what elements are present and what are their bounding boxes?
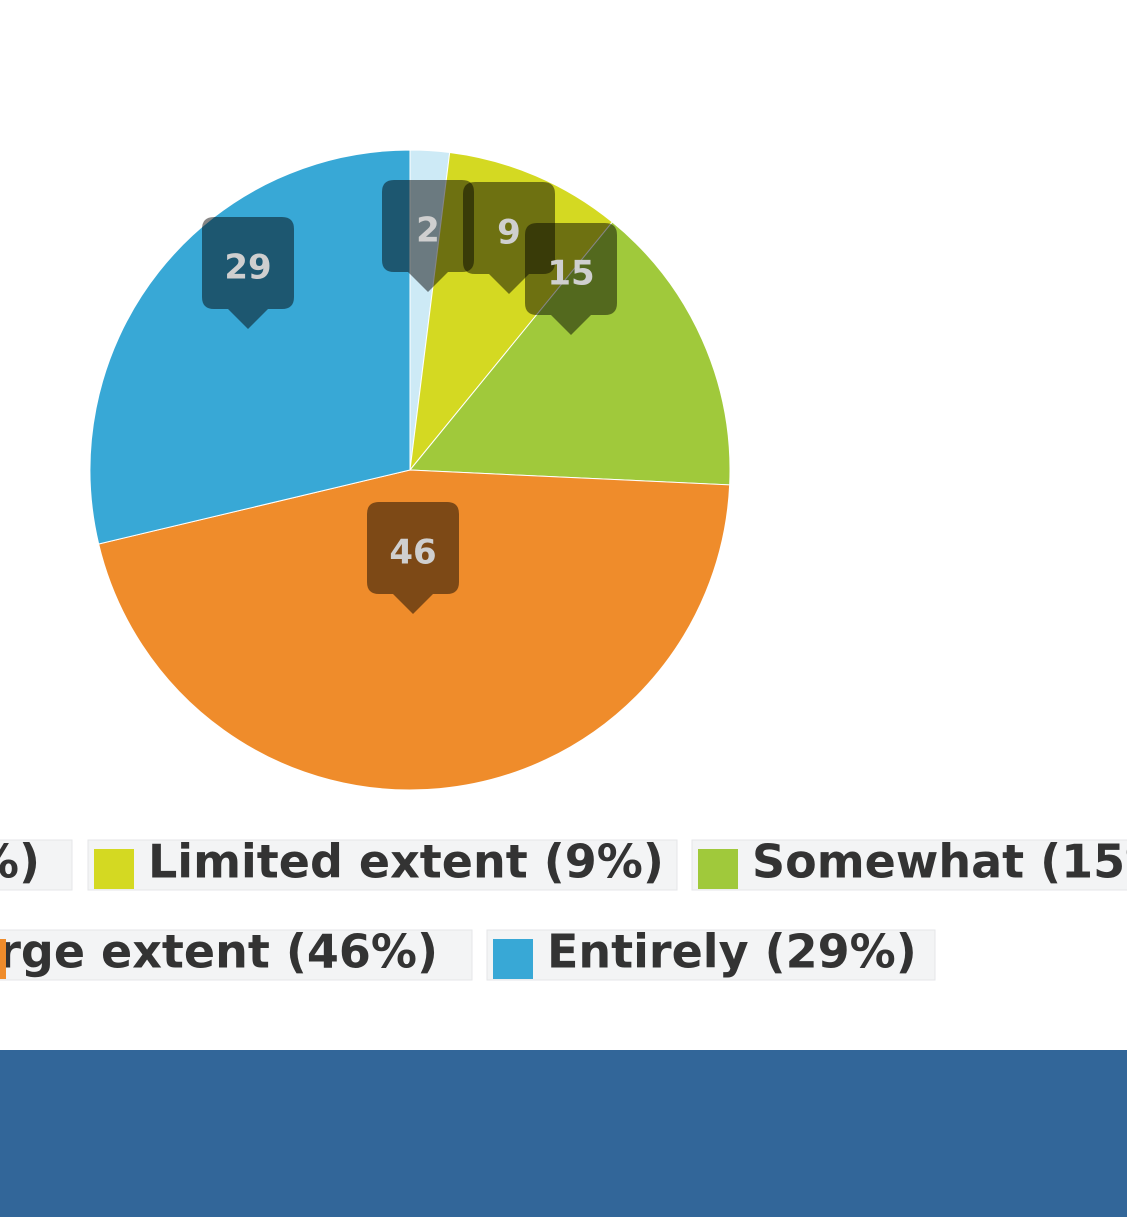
footer-band <box>0 1050 1127 1217</box>
legend-item-bg <box>0 929 473 981</box>
legend-swatch <box>698 849 738 889</box>
data-label: 46 <box>389 533 436 573</box>
legend-item-bg <box>0 839 73 891</box>
legend-item-bg <box>486 929 936 981</box>
legend-swatch <box>0 939 6 979</box>
data-label-box <box>367 502 459 614</box>
data-label-box <box>463 182 555 294</box>
legend-label: %) <box>0 835 40 889</box>
data-label: 2 <box>416 211 440 251</box>
data-label-box <box>202 217 294 329</box>
legend-swatch <box>493 939 533 979</box>
pie-slice <box>89 149 411 545</box>
data-label: 29 <box>224 248 271 288</box>
legend-label: Entirely (29%) <box>547 925 917 979</box>
pie-slice <box>408 221 731 486</box>
data-label: 15 <box>547 254 594 294</box>
legend-swatch <box>94 849 134 889</box>
pie-slice <box>98 469 731 791</box>
legend-item-bg <box>87 839 678 891</box>
data-label: 9 <box>497 213 521 253</box>
data-label-box <box>525 223 617 335</box>
legend-label: Limited extent (9%) <box>148 835 664 889</box>
pie-slice <box>409 151 613 472</box>
legend-label: Somewhat (15% <box>752 835 1127 889</box>
legend-item-bg <box>691 839 1127 891</box>
legend-label: arge extent (46%) <box>0 925 438 979</box>
data-label-box <box>382 180 474 292</box>
